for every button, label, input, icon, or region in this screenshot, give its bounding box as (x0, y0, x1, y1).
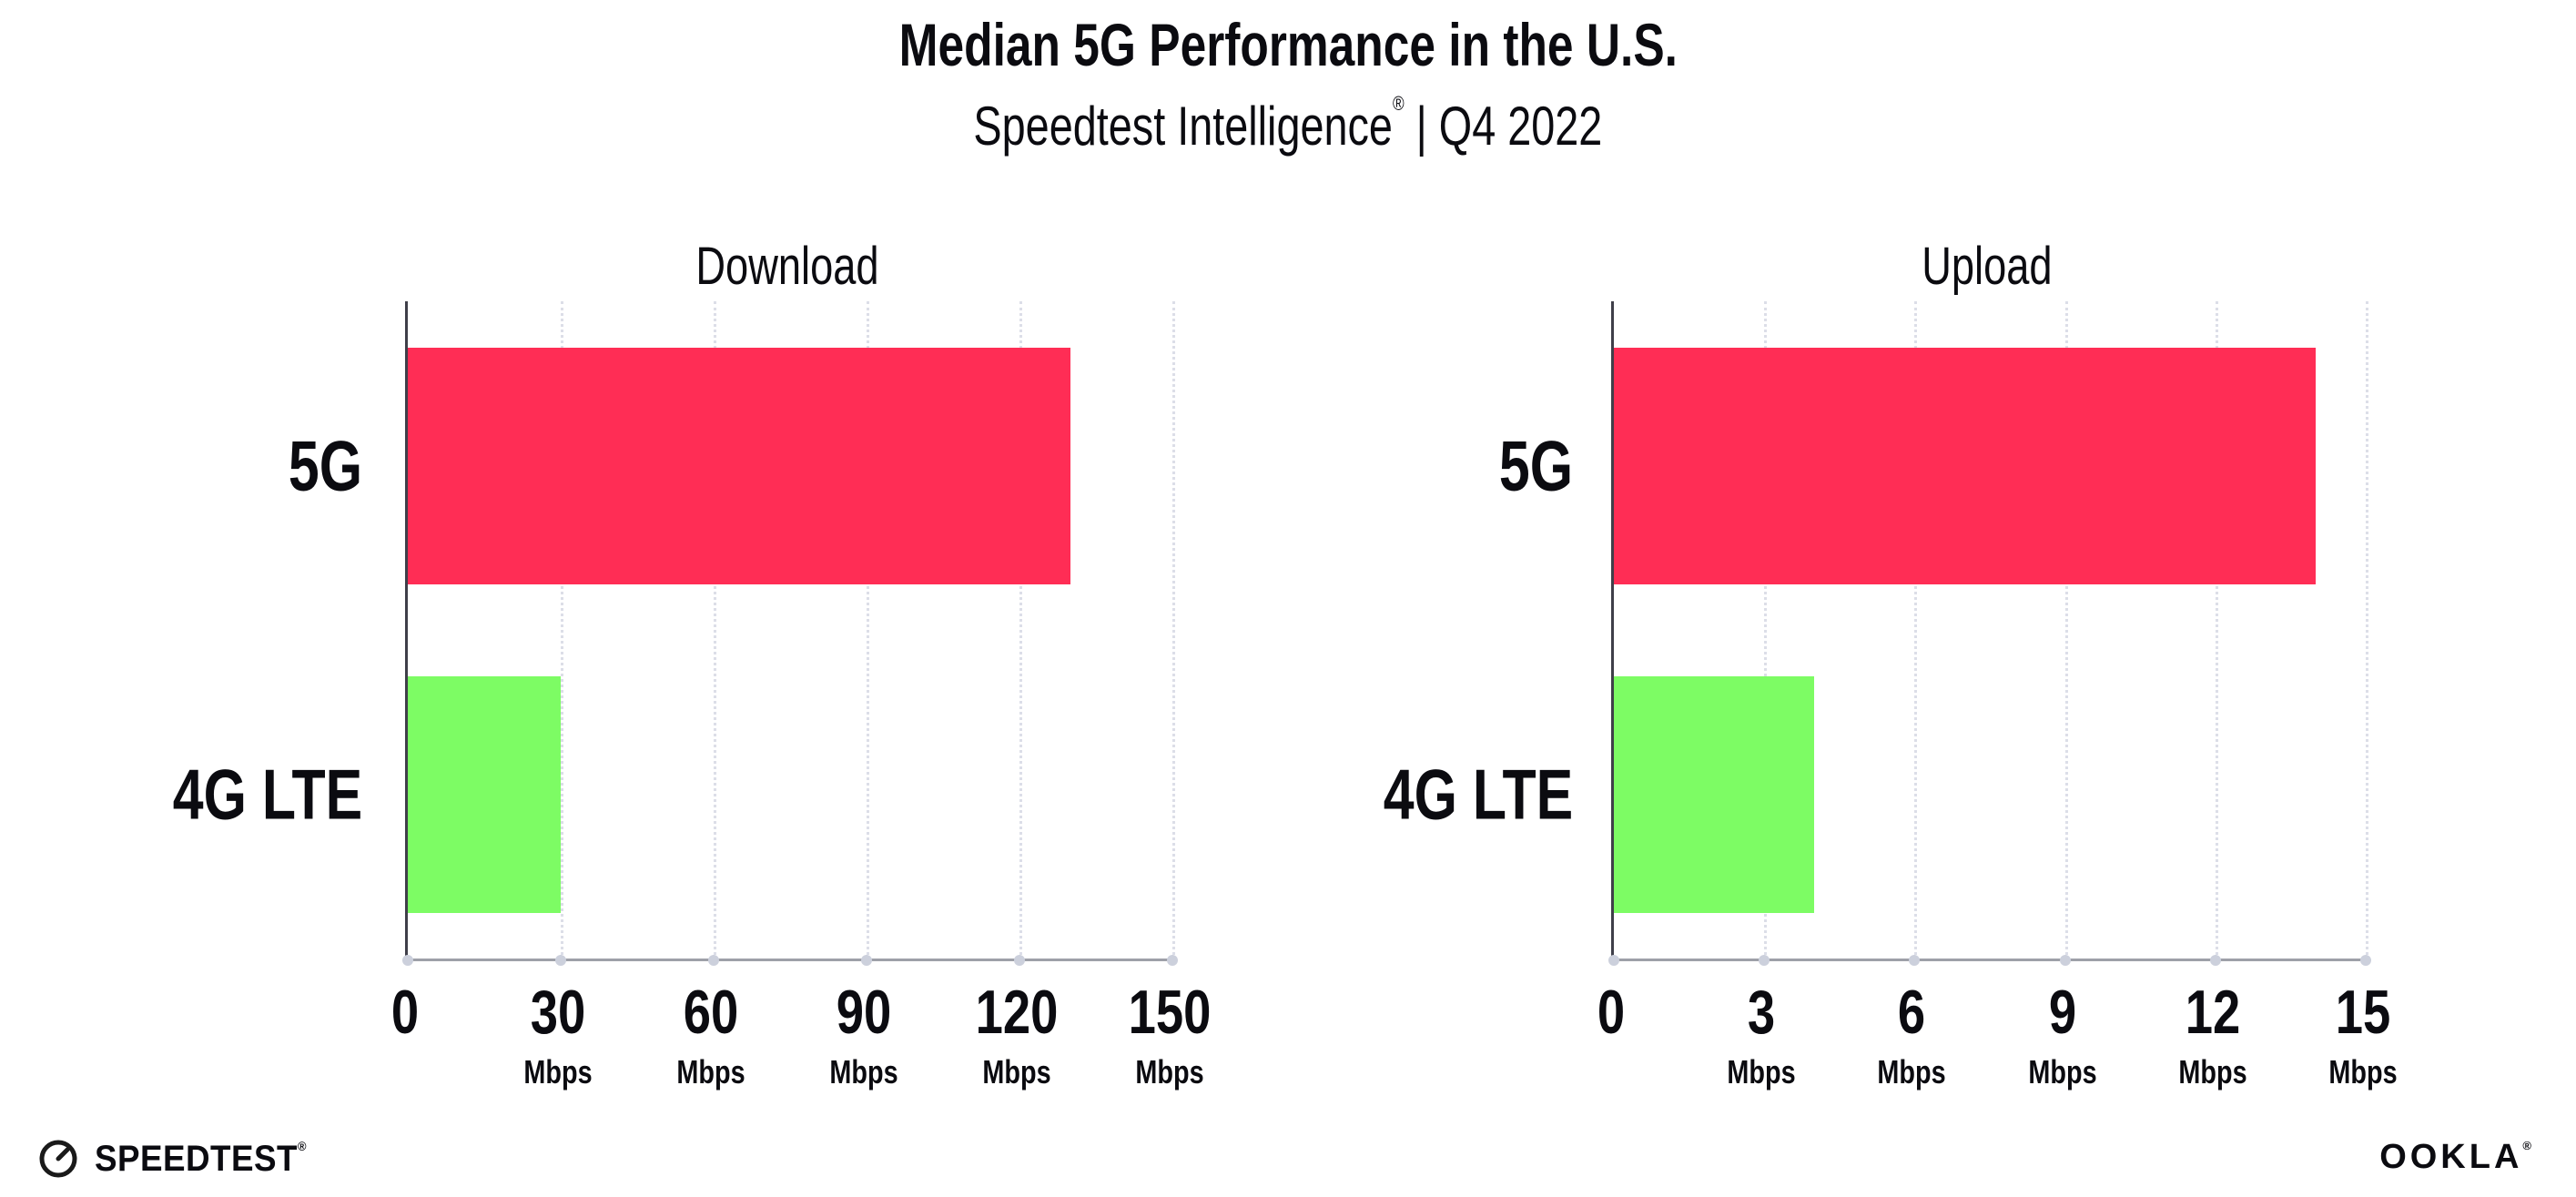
y-axis-labels: 5G 4G LTE (173, 301, 382, 959)
subtitle-brand: Speedtest Intelligence (973, 95, 1394, 157)
ookla-registered-mark: ® (2522, 1139, 2535, 1152)
axis-tick-dot (861, 955, 872, 966)
upload-chart: Upload 5G 4G LTE 0 3 Mbps 6 Mbps 9 Mbps 12 Mbps 15… (1384, 230, 2435, 1122)
axis-tick-dot (555, 955, 566, 966)
x-tick-label: 30 Mbps (523, 981, 592, 1089)
x-tick-label: 3 Mbps (1728, 981, 1796, 1089)
chart-title: Download (405, 236, 1170, 309)
axis-tick-dot (2360, 955, 2371, 966)
subtitle-divider: | (1415, 95, 1427, 157)
x-tick-label: 6 Mbps (1878, 981, 1946, 1089)
chart-title-text: Download (695, 237, 879, 296)
x-tick-label: 12 Mbps (2178, 981, 2246, 1089)
ookla-logo: OOKLA® (2379, 1138, 2535, 1177)
x-tick-unit: Mbps (2328, 1053, 2398, 1090)
axis-tick-dot (402, 955, 413, 966)
x-tick-label: 90 Mbps (829, 981, 898, 1089)
x-tick-label: 60 Mbps (676, 981, 745, 1089)
axis-tick-dot (2209, 955, 2221, 966)
page-title: Median 5G Performance in the U.S. (0, 11, 2576, 80)
x-tick-unit: Mbps (676, 1053, 745, 1090)
x-tick-value: 120 (975, 978, 1059, 1047)
x-tick-value: 0 (1597, 978, 1626, 1047)
speedtest-logo: SPEEDTEST® (36, 1137, 325, 1181)
x-tick-unit: Mbps (523, 1053, 593, 1090)
plot-area (1608, 301, 2371, 966)
y-axis-labels: 5G 4G LTE (1384, 301, 1593, 959)
x-tick-value: 9 (2048, 978, 2076, 1047)
x-tick-value: 60 (683, 978, 739, 1047)
x-axis: 0 30 Mbps 60 Mbps 90 Mbps 120 Mbps 150 Mbps (391, 981, 1212, 1118)
page-title-text: Median 5G Performance in the U.S. (898, 11, 1678, 78)
category-label-4g-lte: 4G LTE (1383, 754, 1573, 834)
axis-tick-dot (1167, 955, 1178, 966)
axis-tick-dot (1909, 955, 1921, 966)
bar-5g (408, 348, 1070, 584)
x-tick-value: 3 (1748, 978, 1776, 1047)
chart-title: Upload (1611, 236, 2363, 309)
axis-tick-dot (708, 955, 719, 966)
gridline (867, 301, 869, 960)
gridline (1764, 301, 1768, 960)
x-tick-label: 0 (391, 981, 419, 1043)
plot-area (402, 301, 1178, 966)
x-tick-value: 15 (2335, 978, 2391, 1047)
speedtest-wordmark-text: SPEEDTEST (95, 1138, 298, 1179)
x-tick-value: 90 (836, 978, 892, 1047)
gridline (2215, 301, 2218, 960)
header: Median 5G Performance in the U.S. Speedt… (0, 11, 2576, 157)
axis-tick-dot (2059, 955, 2071, 966)
axis-tick-dot (1759, 955, 1770, 966)
axis-tick-dot (1608, 955, 1619, 966)
x-tick-label: 150 Mbps (1129, 981, 1212, 1089)
chart-title-text: Upload (1922, 237, 2053, 296)
category-label-5g: 5G (1498, 425, 1573, 505)
bar-5g (1614, 348, 2316, 584)
x-tick-label: 120 Mbps (976, 981, 1059, 1089)
x-tick-unit: Mbps (829, 1053, 898, 1090)
page-subtitle-text: Speedtest Intelligence® | Q4 2022 (973, 91, 1603, 157)
speedtest-wordmark: SPEEDTEST® (95, 1139, 307, 1180)
gridline (714, 301, 716, 960)
gridline (1172, 301, 1175, 960)
x-tick-value: 30 (530, 978, 586, 1047)
category-label-4g-lte: 4G LTE (172, 754, 362, 834)
x-tick-unit: Mbps (982, 1053, 1051, 1090)
x-tick-unit: Mbps (1877, 1053, 1946, 1090)
x-tick-label: 0 (1597, 981, 1625, 1043)
page-subtitle: Speedtest Intelligence® | Q4 2022 (0, 91, 2576, 157)
x-tick-label: 9 Mbps (2028, 981, 2096, 1089)
gridline (2064, 301, 2068, 960)
speedtest-gauge-icon (39, 1140, 77, 1178)
x-tick-value: 6 (1898, 978, 1926, 1047)
x-tick-value: 12 (2185, 978, 2241, 1047)
download-chart: Download 5G 4G LTE 0 30 Mbps 60 Mbps 90 Mbps 120… (173, 230, 1224, 1122)
x-axis: 0 3 Mbps 6 Mbps 9 Mbps 12 Mbps 15 Mbps (1597, 981, 2398, 1118)
gridline (1019, 301, 1022, 960)
x-tick-unit: Mbps (1135, 1053, 1204, 1090)
bar-4g-lte (1614, 676, 1815, 913)
bar-4g-lte (408, 676, 561, 913)
gridline (2366, 301, 2368, 960)
x-tick-value: 150 (1128, 978, 1212, 1047)
x-tick-unit: Mbps (2027, 1053, 2097, 1090)
x-tick-unit: Mbps (1727, 1053, 1796, 1090)
speedtest-registered-mark: ® (297, 1138, 307, 1153)
ookla-wordmark-text: OOKLA (2379, 1138, 2523, 1176)
gridline (561, 301, 563, 960)
x-tick-label: 15 Mbps (2328, 981, 2397, 1089)
gridline (1914, 301, 1918, 960)
subtitle-period: Q4 2022 (1438, 95, 1603, 157)
axis-tick-dot (1014, 955, 1025, 966)
x-tick-value: 0 (390, 978, 420, 1047)
registered-trademark-symbol: ® (1393, 91, 1405, 115)
category-label-5g: 5G (288, 425, 362, 505)
x-tick-unit: Mbps (2178, 1053, 2247, 1090)
